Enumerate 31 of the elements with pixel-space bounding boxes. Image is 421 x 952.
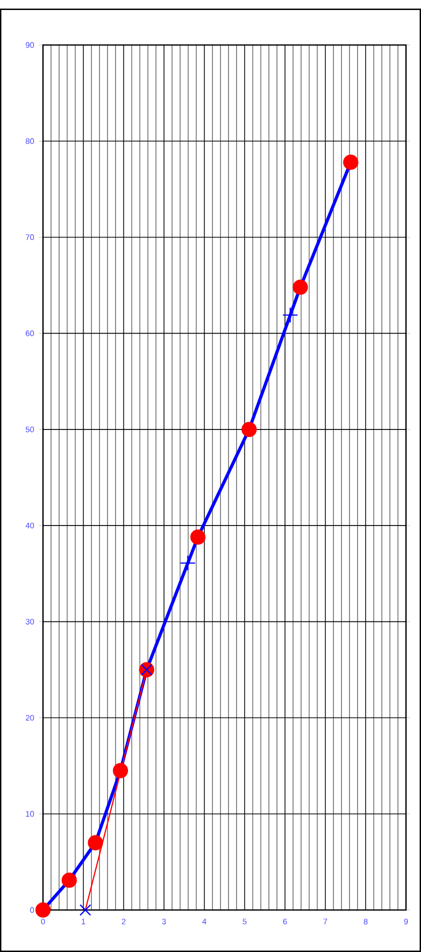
x-tick-label: 0 bbox=[41, 918, 45, 924]
y-tick-label: 50 bbox=[26, 426, 34, 432]
y-tick-label: 10 bbox=[26, 811, 34, 817]
y-tick-label: 70 bbox=[26, 234, 34, 240]
y-tick-label: 90 bbox=[26, 42, 34, 48]
y-tick-label: 0 bbox=[30, 907, 34, 913]
x-tick-label: 1 bbox=[82, 918, 86, 924]
point bbox=[88, 835, 104, 850]
x-tick-label: 3 bbox=[162, 918, 166, 924]
y-tick-label: 30 bbox=[26, 618, 34, 624]
y-tick-label: 60 bbox=[26, 330, 34, 336]
x-tick-label: 4 bbox=[202, 918, 206, 924]
point bbox=[112, 763, 128, 778]
point bbox=[282, 307, 298, 324]
y-tick-label: 40 bbox=[26, 522, 34, 528]
x-tick-label: 5 bbox=[242, 918, 247, 924]
y-tick-label: 80 bbox=[26, 138, 34, 144]
point bbox=[180, 555, 196, 571]
point bbox=[80, 904, 92, 916]
point bbox=[343, 154, 358, 170]
point bbox=[62, 872, 77, 888]
point bbox=[190, 529, 206, 545]
y-tick-label: 20 bbox=[26, 714, 34, 721]
point bbox=[35, 902, 51, 918]
x-tick-label: 8 bbox=[364, 918, 368, 924]
x-tick-label: 2 bbox=[122, 918, 126, 924]
x-tick-label: 9 bbox=[404, 918, 408, 924]
point bbox=[292, 280, 308, 295]
x-tick-label: 6 bbox=[283, 918, 287, 924]
point bbox=[242, 422, 257, 438]
x-tick-label: 7 bbox=[324, 918, 328, 924]
